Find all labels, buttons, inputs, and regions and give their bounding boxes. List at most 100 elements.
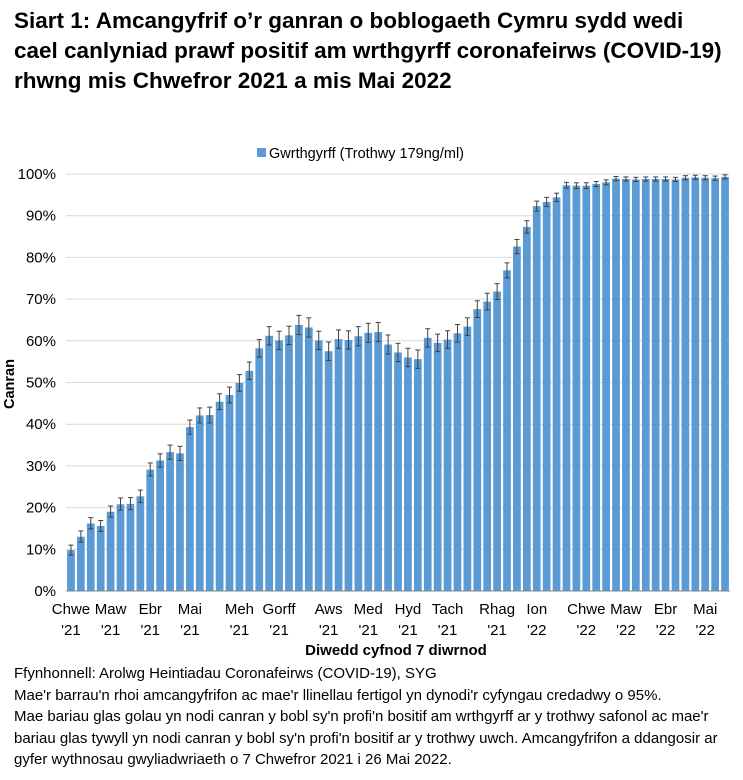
error-bar [623,176,629,182]
error-bar [88,517,94,530]
error-bar [722,174,728,180]
y-tick-label: 30% [26,458,56,475]
error-bar [167,444,173,460]
bar [225,395,234,591]
bar [334,339,343,591]
error-bar [425,328,431,348]
error-bar [593,181,599,188]
error-bar [345,330,351,350]
bar [711,178,719,592]
error-bar [583,182,589,190]
x-tick-label: Aws '21 [315,601,343,639]
error-bar [177,445,183,461]
bar [324,351,333,591]
error-bar [316,330,322,351]
y-tick-label: 20% [26,500,56,517]
error-bar [603,179,609,186]
error-bar [276,330,282,351]
error-bar [326,341,332,361]
bar [195,415,204,591]
bar [67,550,75,591]
footnote-source: Ffynhonnell: Arolwg Heintiadau Coronafei… [14,665,437,682]
bar [344,339,353,591]
bar [116,504,125,591]
error-bar [118,497,124,511]
error-bar [554,192,560,203]
error-bar [514,238,520,255]
bar [602,182,610,591]
x-tick-label: Mai '22 [693,601,717,639]
legend: Gwrthgyrff (Trothwy 179ng/ml) [257,146,464,162]
bar [651,179,660,591]
error-bar [227,386,233,404]
bar [443,339,452,591]
bar [473,309,482,591]
x-tick-label: Med '21 [354,601,383,639]
bar [86,523,95,591]
error-bar [395,342,401,363]
bars [67,176,729,592]
bar [433,342,442,591]
error-bar [633,176,639,183]
error-bar [306,317,312,338]
bar [245,370,254,591]
bar [384,344,392,591]
bar [661,179,670,591]
error-bar [286,325,292,346]
bar [295,324,303,591]
bar [77,536,85,591]
bar [612,178,620,591]
bar [186,427,194,591]
error-bar [266,326,272,346]
bar [255,348,264,591]
footnote-description: Mae bariau glas golau yn nodi canran y b… [14,708,718,768]
y-tick-label: 60% [26,333,56,350]
error-bar [385,334,391,355]
error-bar [217,393,223,411]
bar [681,177,690,592]
error-bar [207,406,213,424]
x-tick-label: Ion '22 [526,601,547,639]
chart-title: Siart 1: Amcangyfrif o’r ganran o boblog… [14,8,722,93]
error-bar [494,283,500,301]
bar [622,179,630,591]
bar [592,184,601,591]
y-axis-label: Canran [2,359,18,409]
bar [463,326,472,591]
error-bar [375,321,381,343]
antibody-bar-chart: 0% 10% 20% 30% 40% 50% 60% 70% 80% 90% 100% Chwe '2… [2,146,730,659]
bar [285,335,293,591]
bar [582,185,591,591]
bar [96,525,105,591]
bar [215,401,224,591]
bar [136,496,145,591]
error-bar [534,200,540,212]
error-bar [653,176,659,182]
bar [374,332,383,591]
bar [304,327,313,591]
error-bar [682,175,688,181]
x-axis-label: Diwedd cyfnod 7 diwrnod [305,642,487,659]
error-bar [563,181,569,189]
bar [106,511,115,591]
bar [314,340,323,591]
error-bar [236,374,242,392]
y-tick-label: 70% [26,291,56,308]
legend-label: Gwrthgyrff (Trothwy 179ng/ml) [269,146,464,162]
error-bar [365,322,371,343]
x-tick-label: Gorff '21 [263,601,297,639]
x-tick-label: Rhag '21 [479,601,515,639]
error-bar [464,317,470,336]
error-bar [573,182,579,190]
x-tick-label: Maw '22 [610,601,642,639]
x-tick-label: Hyd '21 [395,601,422,639]
bar [413,359,422,591]
bar [532,206,541,591]
bar [522,226,531,592]
bar [404,357,412,591]
bar [423,337,432,591]
bar [146,469,155,591]
error-bar [544,196,550,208]
x-tick-label: Maw '21 [95,601,127,639]
bar [641,179,650,591]
